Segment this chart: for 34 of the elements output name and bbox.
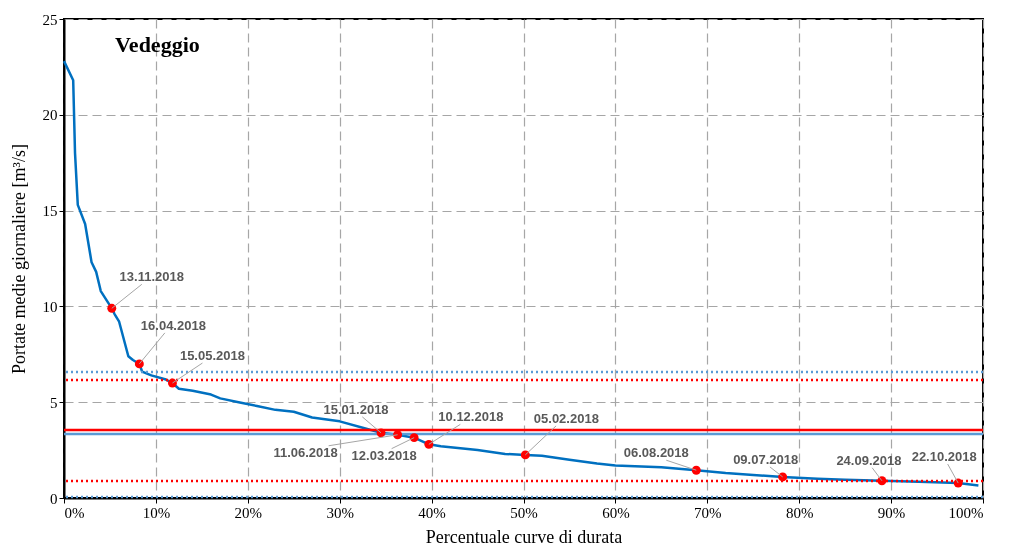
x-tick-label: 20% bbox=[234, 504, 263, 521]
text: Vedeggio bbox=[115, 32, 200, 57]
x-tick-label: 30% bbox=[326, 504, 354, 521]
point bbox=[134, 359, 144, 369]
x-tick-label: 10% bbox=[142, 504, 171, 521]
annotation: 16.04.2018 bbox=[140, 317, 206, 333]
annotation: 09.07.2018 bbox=[733, 451, 799, 467]
x-tick-label: 100% bbox=[948, 504, 984, 521]
x-tick-label: 90% bbox=[877, 504, 906, 521]
y-tick-label: 15 bbox=[42, 203, 58, 220]
annotation: 11.06.2018 bbox=[273, 444, 338, 460]
x-tick-label: 50% bbox=[510, 504, 538, 521]
annotation: 12.03.2018 bbox=[351, 447, 417, 463]
y-tick-label: 0 bbox=[50, 490, 58, 507]
annotation: 06.08.2018 bbox=[623, 445, 689, 461]
y-tick-label: 25 bbox=[42, 11, 58, 28]
annotation: 24.09.2018 bbox=[836, 452, 902, 468]
x-tick-label: 40% bbox=[418, 504, 446, 521]
y-tick-label: 5 bbox=[50, 394, 58, 411]
y-tick-label: 10 bbox=[42, 298, 58, 315]
x-tick-label: 70% bbox=[694, 504, 722, 521]
x-axis-title: Percentuale curve di durata bbox=[425, 526, 623, 547]
x-tick-label: 0% bbox=[64, 504, 85, 521]
annotation: 22.10.2018 bbox=[911, 449, 977, 465]
y-tick-label: 20 bbox=[42, 107, 58, 124]
x-tick-label: 60% bbox=[602, 504, 630, 521]
annotation: 15.05.2018 bbox=[179, 348, 245, 364]
annotation: 15.01.2018 bbox=[323, 401, 389, 417]
annotation: 13.11.2018 bbox=[119, 269, 184, 285]
annotation: 05.02.2018 bbox=[533, 410, 599, 426]
y-axis-title: Portate medie giornaliere [m³/s] bbox=[8, 144, 29, 374]
x-tick-label: 80% bbox=[785, 504, 814, 521]
line-series bbox=[62, 59, 980, 487]
annotation: 10.12.2018 bbox=[438, 409, 504, 425]
